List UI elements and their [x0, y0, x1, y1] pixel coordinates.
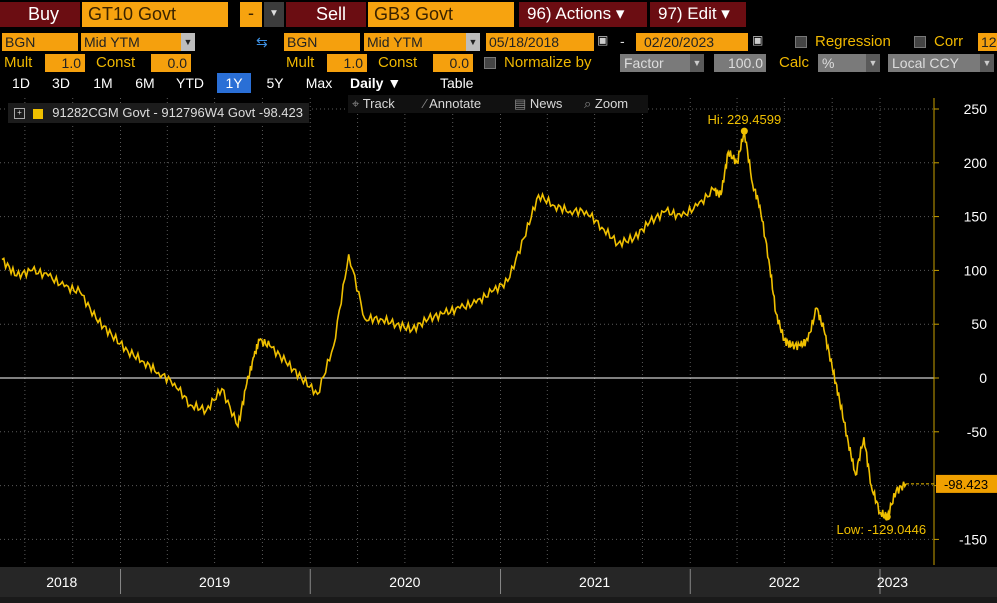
y-tick-label: 200 [964, 155, 988, 171]
currency-dropdown-arrow[interactable]: ▼ [980, 54, 994, 72]
period-3d[interactable]: 3D [52, 75, 70, 91]
x-tick-label: 2021 [579, 574, 610, 590]
x-axis-bar [0, 567, 997, 603]
calc-dropdown[interactable]: % [818, 54, 866, 72]
sell-security-input[interactable]: GB3 Govt [368, 2, 514, 27]
factor-dropdown-arrow[interactable]: ▼ [690, 54, 704, 72]
low-label: Low: -129.0446 [836, 522, 926, 537]
hi-marker [740, 127, 748, 135]
buy-label: Buy [0, 2, 80, 27]
chart-toolbar: ⌖ Track ⁄ Annotate ▤ News ⌕ Zoom [348, 95, 648, 113]
legend-swatch [32, 108, 43, 119]
y-tick-label: 150 [964, 209, 988, 225]
x-tick-label: 2022 [769, 574, 800, 590]
news-icon: ▤ [514, 96, 530, 111]
period-ytd[interactable]: YTD [176, 75, 204, 91]
table-button[interactable]: Table [440, 75, 474, 91]
x-tick-label: 2019 [199, 574, 230, 590]
y-tick-label: 100 [964, 262, 988, 278]
x-tick-label: 2018 [46, 574, 77, 590]
const-left-field[interactable]: 0.0 [151, 54, 191, 72]
params-row: BGN Mid YTM ▼ ⇆ BGN Mid YTM ▼ 05/18/2018… [0, 32, 997, 52]
period-6m[interactable]: 6M [135, 75, 155, 91]
period-max[interactable]: Max [305, 75, 333, 91]
corr-value-field[interactable]: 12 [978, 33, 997, 51]
magnifier-icon: ⌕ [584, 96, 595, 111]
news-tool[interactable]: ▤ News [514, 96, 563, 111]
calc-label: Calc [779, 54, 810, 71]
minus-dropdown[interactable]: - [240, 2, 262, 27]
edit-menu-button[interactable]: 97) Edit ▾ [650, 2, 746, 27]
x-tick-label: 2020 [389, 574, 420, 590]
period-1y[interactable]: 1Y [217, 73, 251, 93]
last-value-label: -98.423 [944, 477, 988, 492]
normalize-checkbox[interactable] [484, 57, 496, 69]
date-range-dash: - [620, 33, 625, 49]
period-bar: 1D 3D 1M 6M YTD 1Y 5Y Max Daily ▼ Table [0, 73, 997, 93]
legend-expand-icon[interactable]: + [14, 108, 25, 120]
left-field-dropdown[interactable]: ▼ [181, 33, 195, 51]
zoom-tool[interactable]: ⌕ Zoom [584, 96, 629, 111]
hi-low-markers [740, 127, 934, 521]
regression-checkbox[interactable] [795, 36, 807, 48]
y-tick-label: 50 [971, 316, 987, 332]
x-axis-ticks: 2018 2019 2020 2021 2022 2023 [46, 569, 908, 594]
left-yield-field[interactable]: Mid YTM [81, 33, 181, 51]
const-right-label: Const [378, 54, 418, 71]
track-tool[interactable]: ⌖ Track [352, 96, 395, 111]
corr-checkbox[interactable] [914, 36, 926, 48]
regression-label: Regression [815, 33, 891, 50]
mult-left-label: Mult [4, 54, 33, 71]
operator-dropdown-arrow[interactable]: ▼ [264, 2, 284, 27]
period-1d[interactable]: 1D [12, 75, 30, 91]
mult-right-label: Mult [286, 54, 315, 71]
chart-grid [0, 98, 934, 565]
x-axis-band [0, 567, 997, 597]
y-tick-label: 0 [979, 370, 987, 386]
right-yield-field[interactable]: Mid YTM [364, 33, 466, 51]
corr-label: Corr [934, 33, 964, 50]
legend-series-text: 91282CGM Govt - 912796W4 Govt -98.423 [52, 105, 303, 120]
legend[interactable]: + 91282CGM Govt - 912796W4 Govt -98.423 [8, 103, 309, 123]
y-tick-label: -50 [967, 424, 987, 440]
const-left-label: Const [96, 54, 136, 71]
currency-dropdown[interactable]: Local CCY [888, 54, 980, 72]
mult-right-field[interactable]: 1.0 [327, 54, 367, 72]
period-5y[interactable]: 5Y [266, 75, 284, 91]
factor-value-field[interactable]: 100.0 [714, 54, 766, 72]
mult-row: Mult 1.0 Const 0.0 Mult 1.0 Const 0.0 No… [0, 53, 997, 73]
crosshair-icon: ⌖ [352, 96, 363, 111]
spread-series-line [1, 130, 907, 521]
buy-security-input[interactable]: GT10 Govt [82, 2, 228, 27]
factor-dropdown[interactable]: Factor [620, 54, 690, 72]
y-tick-label: -150 [959, 531, 987, 547]
frequency-dropdown[interactable]: Daily ▼ [350, 75, 402, 91]
mult-left-field[interactable]: 1.0 [45, 54, 85, 72]
sell-label: Sell [286, 2, 366, 27]
pencil-icon: ⁄ [424, 96, 430, 111]
const-right-field[interactable]: 0.0 [433, 54, 473, 72]
low-marker [883, 513, 891, 521]
right-source-field[interactable]: BGN [284, 33, 360, 51]
last-value-badge [936, 474, 997, 493]
normalize-label: Normalize by [504, 54, 592, 71]
hi-label: Hi: 229.4599 [707, 112, 781, 127]
top-bar: Buy GT10 Govt - ▼ Sell GB3 Govt 96) Acti… [0, 0, 997, 28]
bottom-strip [0, 597, 997, 603]
chart-annotations: Hi: 229.4599 Low: -129.0446 -98.423 [707, 112, 997, 537]
period-1m[interactable]: 1M [93, 75, 113, 91]
y-tick-label: 250 [964, 101, 988, 117]
end-calendar-icon[interactable]: ▣ [752, 33, 764, 47]
end-date-field[interactable]: 02/20/2023 [636, 33, 748, 51]
actions-menu-button[interactable]: 96) Actions ▾ [519, 2, 647, 27]
x-tick-label: 2023 [877, 574, 908, 590]
left-source-field[interactable]: BGN [2, 33, 78, 51]
calc-dropdown-arrow[interactable]: ▼ [866, 54, 880, 72]
start-calendar-icon[interactable]: ▣ [597, 33, 609, 47]
swap-icon[interactable]: ⇆ [256, 34, 268, 50]
annotate-tool[interactable]: ⁄ Annotate [424, 96, 482, 111]
right-field-dropdown[interactable]: ▼ [466, 33, 480, 51]
start-date-field[interactable]: 05/18/2018 [486, 33, 594, 51]
